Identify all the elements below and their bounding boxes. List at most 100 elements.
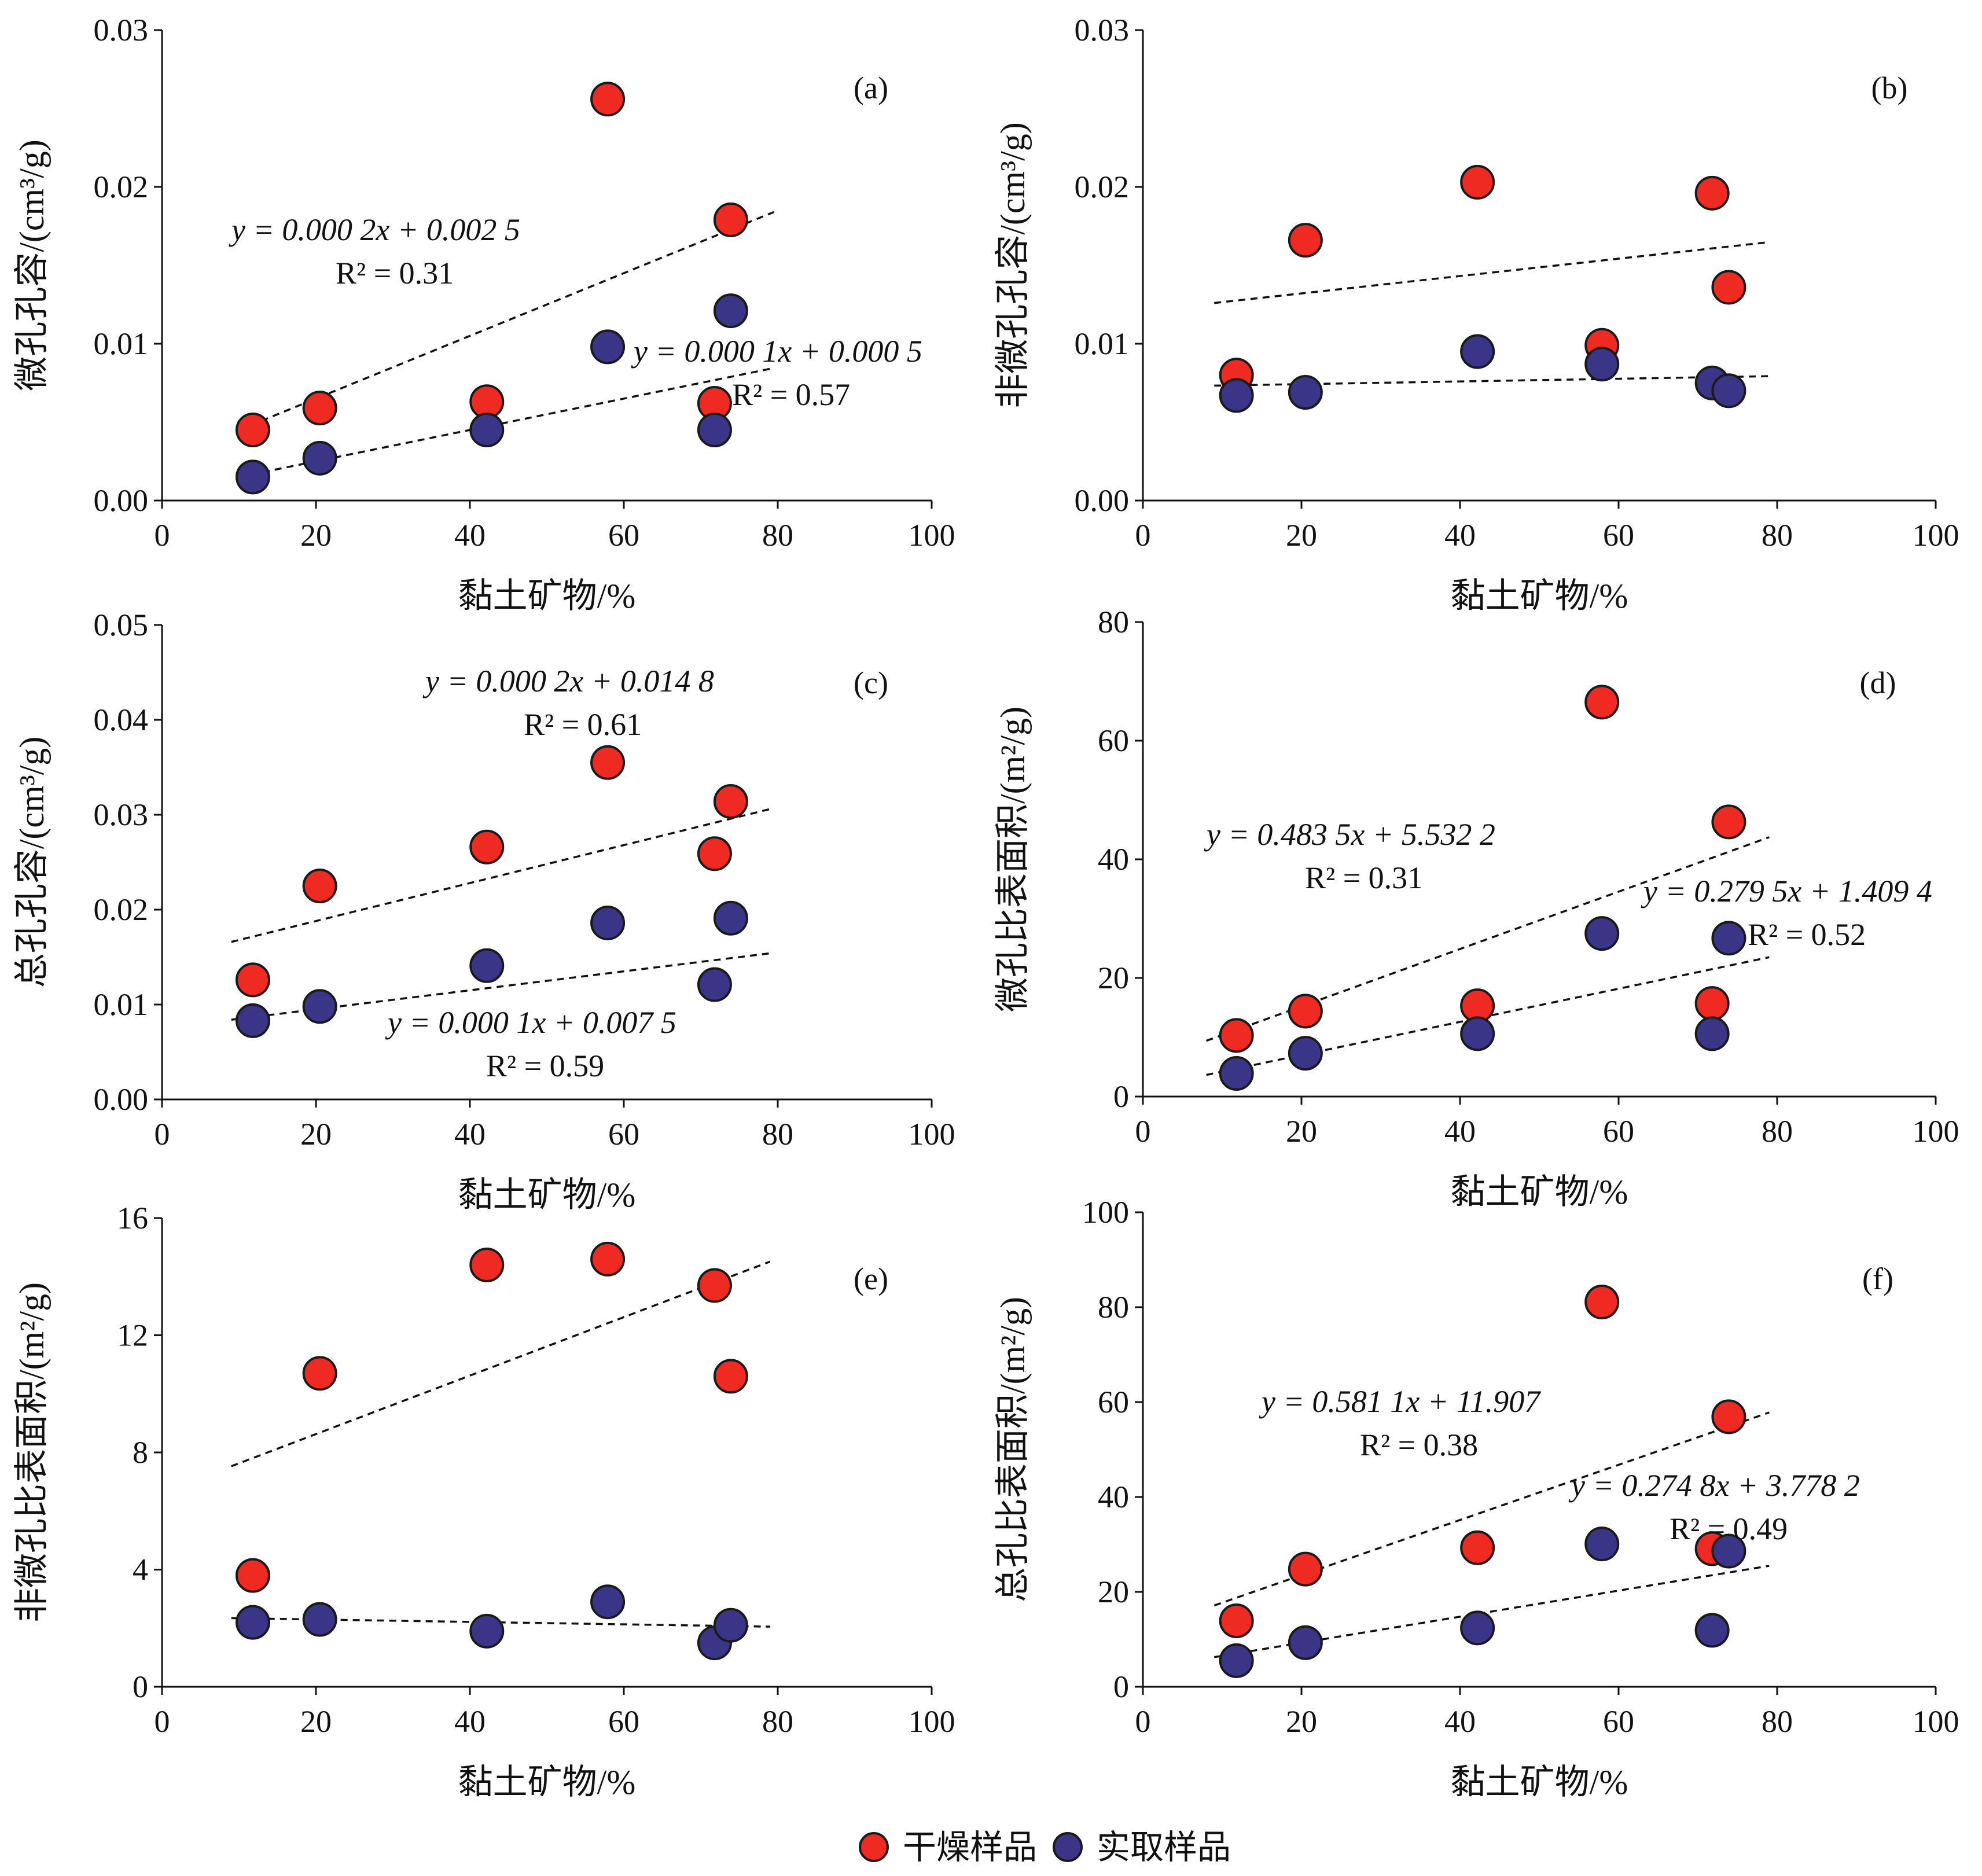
- dried-sample-point: [697, 836, 732, 871]
- dried-sample-point: [697, 1268, 732, 1303]
- dried-sample-point: [1219, 1018, 1254, 1053]
- regression-equation: y = 0.000 2x + 0.014 8: [422, 664, 714, 698]
- y-axis-title: 总孔孔容/(cm³/g): [13, 737, 51, 988]
- field-sample-point: [302, 1602, 337, 1637]
- regression-equation: y = 0.000 2x + 0.002 5: [229, 212, 520, 247]
- y-tick-label: 0.01: [94, 987, 149, 1022]
- r-squared-label: R² = 0.61: [524, 707, 642, 742]
- field-sample-point: [1711, 1533, 1746, 1569]
- dried-sample-point: [1584, 685, 1620, 720]
- x-tick-label: 60: [1603, 1704, 1634, 1739]
- field-sample-point: [235, 1605, 270, 1640]
- dried-sample-point: [590, 1241, 626, 1277]
- dried-sample-point: [1288, 1551, 1323, 1587]
- x-tick-label: 100: [909, 1704, 955, 1739]
- x-tick-label: 80: [1762, 518, 1793, 553]
- field-sample-point: [1460, 334, 1495, 369]
- x-axis-title: 黏土矿物/%: [458, 577, 636, 615]
- field-sample-point: [1288, 375, 1323, 410]
- dried-sample-point: [1460, 164, 1495, 200]
- chart-panel-2: 0 20 40 60 80 100 0.00 0.01 0.02 0.03 黏土矿物/% 非微孔孔容/…: [994, 13, 1959, 615]
- regression-equation: y = 0.274 8x + 3.778 2: [1568, 1468, 1860, 1503]
- x-tick-label: 20: [1286, 1704, 1317, 1739]
- r-squared-label: R² = 0.31: [1305, 860, 1423, 895]
- legend-marker: [859, 1832, 889, 1862]
- trend-line: [1214, 375, 1770, 387]
- legend-label: 实取样品: [1097, 1829, 1231, 1866]
- field-sample-point: [469, 413, 505, 448]
- y-tick-label: 100: [1082, 1195, 1129, 1230]
- field-sample-point: [1584, 347, 1620, 382]
- trend-line: [231, 807, 774, 943]
- y-tick-label: 0.04: [94, 702, 149, 737]
- x-tick-label: 60: [608, 1704, 639, 1739]
- x-tick-label: 40: [1444, 1114, 1476, 1149]
- y-tick-label: 8: [133, 1435, 148, 1470]
- trend-line: [1214, 1565, 1770, 1658]
- x-tick-label: 20: [1286, 518, 1317, 553]
- field-sample-point: [1460, 1610, 1495, 1646]
- x-tick-label: 100: [909, 518, 955, 553]
- field-sample-point: [697, 413, 732, 448]
- field-sample-point: [1219, 378, 1254, 413]
- r-squared-label: R² = 0.59: [486, 1049, 604, 1083]
- y-axis-title: 非微孔比表面积/(m²/g): [13, 1282, 51, 1623]
- regression-equation: y = 0.581 1x + 11.907: [1259, 1384, 1541, 1419]
- dried-sample-point: [1460, 1530, 1495, 1565]
- x-tick-label: 80: [762, 518, 793, 553]
- x-tick-label: 60: [1603, 1114, 1634, 1149]
- x-tick-label: 80: [762, 1117, 793, 1152]
- x-tick-label: 100: [1913, 1114, 1959, 1149]
- panels: 0 20 40 60 80 1000.000.010.020.03黏土矿物/%微孔孔容/(…: [13, 13, 1959, 1801]
- dried-sample-point: [235, 962, 270, 998]
- x-tick-label: 40: [454, 1704, 486, 1739]
- y-tick-label: 0.00: [94, 1082, 149, 1117]
- field-sample-point: [1584, 1526, 1620, 1562]
- x-tick-label: 80: [762, 1704, 793, 1739]
- r-squared-label: R² = 0.52: [1748, 917, 1866, 952]
- field-sample-point: [469, 1613, 505, 1649]
- chart-panel-6: 0 20 40 60 80 100 0 20 40 60 80 100 黏土矿物/% 总孔比表面积/(m²…: [994, 1195, 1959, 1801]
- panel-label: (e): [854, 1261, 888, 1296]
- x-tick-label: 20: [1286, 1114, 1317, 1149]
- y-tick-label: 12: [117, 1318, 148, 1353]
- y-tick-label: 0.01: [94, 326, 149, 361]
- field-sample-point: [590, 329, 626, 365]
- dried-sample-point: [1288, 994, 1323, 1029]
- dried-sample-point: [1711, 1399, 1746, 1434]
- dried-sample-point: [713, 202, 748, 237]
- y-tick-label: 60: [1098, 723, 1129, 758]
- field-sample-point: [235, 1003, 270, 1038]
- chart-panel-1: 0 20 40 60 80 100 0.00 0.01 0.02 0.03 黏土矿物/% 微孔孔容/(…: [13, 13, 955, 615]
- dried-sample-point: [713, 784, 748, 819]
- x-tick-label: 0: [1135, 1114, 1151, 1149]
- y-tick-label: 20: [1098, 961, 1129, 995]
- y-tick-label: 80: [1098, 1290, 1129, 1325]
- y-tick-label: 40: [1098, 842, 1129, 877]
- field-sample-point: [302, 440, 337, 476]
- regression-equation: y = 0.000 1x + 0.000 5: [631, 334, 922, 369]
- x-tick-label: 40: [1444, 518, 1476, 553]
- r-squared-label: R² = 0.57: [732, 377, 850, 412]
- x-tick-label: 20: [300, 1704, 332, 1739]
- chart-panel-3: 0 20 40 60 80 100 0.00 0.01 0.02 0.03 0.04 0.05 黏土矿物…: [13, 608, 955, 1214]
- panel-label: (b): [1871, 71, 1908, 105]
- x-tick-label: 80: [1762, 1704, 1793, 1739]
- panel-label: (c): [854, 665, 888, 700]
- dried-sample-point: [713, 1359, 748, 1394]
- dried-sample-point: [1288, 223, 1323, 258]
- field-sample-point: [1711, 921, 1746, 956]
- y-axis-title: 非微孔孔容/(cm³/g): [994, 122, 1032, 409]
- dried-sample-point: [1219, 1603, 1254, 1639]
- x-tick-label: 20: [300, 1117, 332, 1152]
- x-tick-label: 40: [454, 1117, 486, 1152]
- trend-line: [1214, 241, 1770, 304]
- x-tick-label: 60: [608, 518, 639, 553]
- y-tick-label: 0.01: [1075, 326, 1130, 361]
- dried-sample-point: [302, 391, 337, 426]
- field-sample-point: [235, 459, 270, 495]
- field-sample-point: [469, 948, 505, 983]
- x-tick-label: 0: [155, 1704, 170, 1739]
- y-axis-title: 微孔比表面积/(m²/g): [994, 707, 1032, 1012]
- x-tick-label: 20: [300, 518, 332, 553]
